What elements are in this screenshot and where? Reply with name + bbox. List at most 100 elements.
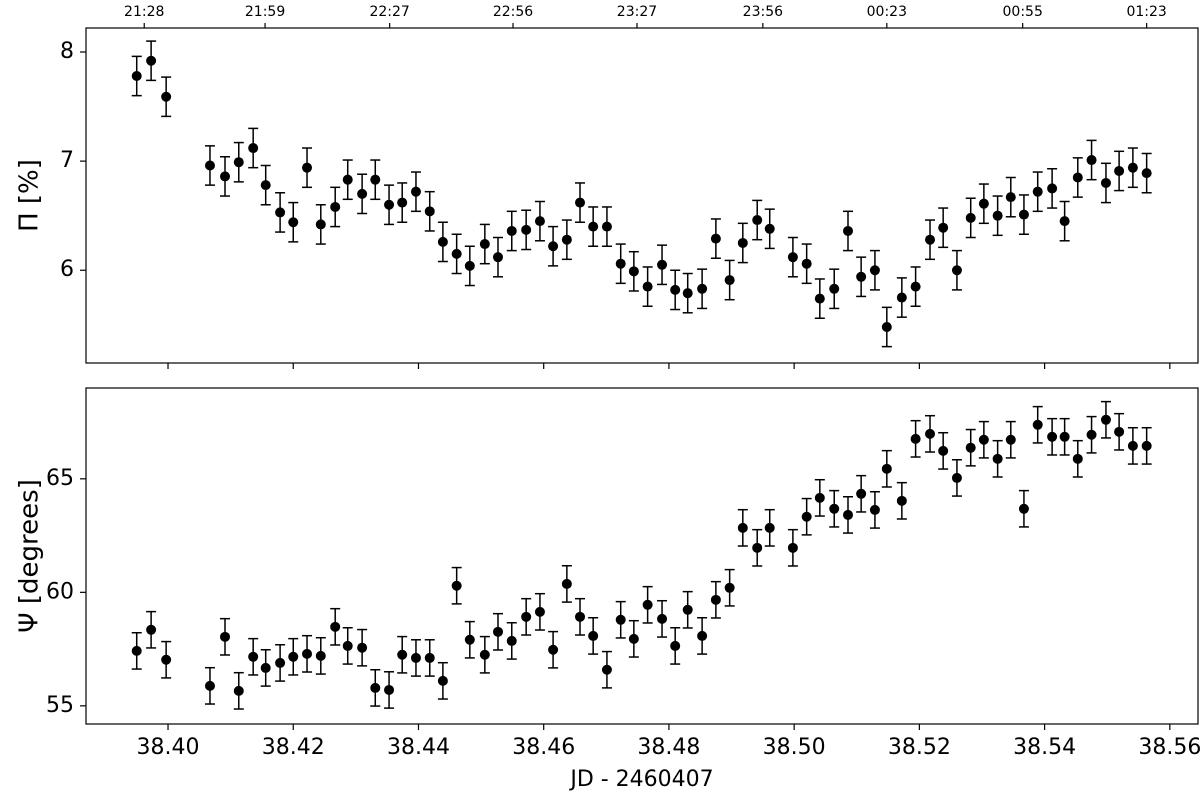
data-point [869,265,880,276]
data-point [330,201,341,212]
plot-frame [85,27,1199,364]
data-point [737,522,748,533]
data-point [724,582,735,593]
data-point [437,236,448,247]
data-point [1086,155,1097,166]
top-x-tick-label: 00:55 [1003,4,1043,20]
top-x-tick-label: 22:27 [369,4,409,20]
data-point [248,651,259,662]
data-point [697,630,708,641]
data-point [910,281,921,292]
data-point [1018,503,1029,514]
y-tick-label: 6 [60,257,74,282]
data-point [464,260,475,271]
data-point [764,522,775,533]
data-point [131,645,142,656]
data-point [1141,440,1152,451]
data-point [330,621,341,632]
y-tick-label: 7 [60,148,74,173]
data-point [397,197,408,208]
data-point [492,626,503,637]
data-point [1032,419,1043,430]
data-point [588,221,599,232]
data-point [764,223,775,234]
data-point [869,504,880,515]
top-x-tick-label: 23:27 [617,4,657,20]
data-point [801,258,812,269]
data-point [424,652,435,663]
data-point [288,217,299,228]
data-point [856,488,867,499]
data-point [978,198,989,209]
y-axis-label: Π [%] [15,159,45,232]
data-point [1005,434,1016,445]
data-point [1114,165,1125,176]
y-axis-label: Ψ [degrees] [15,479,45,633]
data-point [1018,209,1029,220]
data-point [710,594,721,605]
data-point [642,599,653,610]
data-point [204,160,215,171]
data-point [670,640,681,651]
top-x-tick-label: 01:23 [1126,4,1166,20]
data-point [657,259,668,270]
x-tick-label: 38.44 [387,735,450,760]
data-point [410,652,421,663]
data-point [575,611,586,622]
data-point [384,199,395,210]
data-point [682,604,693,615]
data-point [801,511,812,522]
data-point [424,206,435,217]
data-point [710,233,721,244]
x-axis-label: JD - 2460407 [568,767,713,792]
data-point [146,624,157,635]
data-point [410,186,421,197]
data-point [1005,192,1016,203]
data-point [161,654,172,665]
data-point [814,492,825,503]
plot-frame [85,387,1199,725]
data-point [561,578,572,589]
data-point [275,657,286,668]
data-point [978,434,989,445]
data-point [370,174,381,185]
data-point [965,212,976,223]
data-point [302,162,313,173]
data-point [1072,172,1083,183]
data-point [479,649,490,660]
data-point [814,293,825,304]
data-point [588,630,599,641]
data-point [161,91,172,102]
data-point [437,675,448,686]
data-point [601,664,612,675]
y-tick-label: 55 [46,693,74,718]
data-point [724,275,735,286]
data-point [938,222,949,233]
data-point [131,71,142,82]
data-point [615,614,626,625]
x-tick-label: 38.56 [1138,735,1200,760]
data-point [615,258,626,269]
data-point [881,463,892,474]
data-point [506,225,517,236]
data-point [856,271,867,282]
data-point [881,321,892,332]
data-point [220,171,230,182]
data-point [464,634,475,645]
data-point [260,662,271,673]
data-point [561,234,572,245]
data-point [1072,453,1083,464]
data-point [1047,431,1058,442]
data-point [829,283,840,294]
data-point [787,542,798,553]
data-point [302,648,313,659]
data-point [275,207,286,218]
top-x-tick-label: 21:59 [245,4,285,20]
data-point [248,143,259,154]
data-point [896,495,907,506]
data-point [315,219,326,230]
data-point [1114,426,1125,437]
data-point [1059,216,1070,227]
data-point [1127,162,1138,173]
